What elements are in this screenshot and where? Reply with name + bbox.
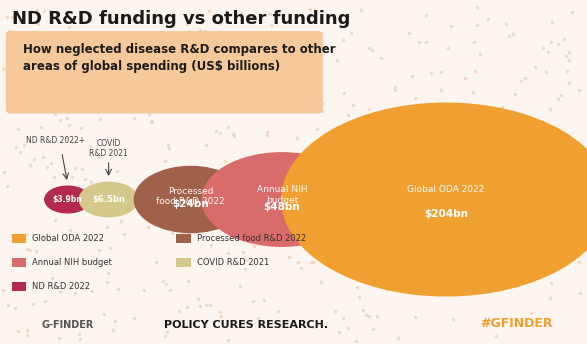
Bar <box>12 282 26 291</box>
Text: COVID
R&D 2021: COVID R&D 2021 <box>89 139 128 158</box>
Text: $204bn: $204bn <box>424 209 468 219</box>
Text: $48bn: $48bn <box>264 202 300 212</box>
Text: COVID R&D 2021: COVID R&D 2021 <box>197 258 269 267</box>
Text: ND R&D 2022+: ND R&D 2022+ <box>26 136 85 145</box>
Text: $24bn: $24bn <box>173 200 209 209</box>
Text: #GFINDER: #GFINDER <box>480 317 553 330</box>
Text: Global ODA 2022: Global ODA 2022 <box>32 234 104 243</box>
Bar <box>12 234 26 243</box>
Text: ND R&D 2022: ND R&D 2022 <box>32 282 90 291</box>
Text: POLICY CURES RESEARCH.: POLICY CURES RESEARCH. <box>164 320 329 330</box>
Text: Global ODA 2022: Global ODA 2022 <box>407 185 485 194</box>
Bar <box>12 258 26 267</box>
Text: Annual NIH budget: Annual NIH budget <box>32 258 112 267</box>
Circle shape <box>79 182 138 217</box>
Text: G-FINDER: G-FINDER <box>41 320 93 330</box>
Text: Processed food R&D 2022: Processed food R&D 2022 <box>197 234 306 243</box>
Text: $6.5bn: $6.5bn <box>92 195 125 204</box>
Circle shape <box>202 153 362 246</box>
Text: How neglected disease R&D compares to other
areas of global spending (US$ billio: How neglected disease R&D compares to ot… <box>23 43 336 73</box>
Text: Annual NIH
budget: Annual NIH budget <box>257 185 307 205</box>
Circle shape <box>45 186 90 213</box>
Text: Processed
food R&D 2022: Processed food R&D 2022 <box>157 186 225 206</box>
Bar <box>176 258 191 267</box>
Text: ND R&D funding vs other funding: ND R&D funding vs other funding <box>12 10 350 28</box>
Circle shape <box>134 166 247 233</box>
Bar <box>176 234 191 243</box>
Circle shape <box>282 103 587 296</box>
FancyBboxPatch shape <box>6 31 323 114</box>
Text: $3.9bn: $3.9bn <box>53 195 82 204</box>
